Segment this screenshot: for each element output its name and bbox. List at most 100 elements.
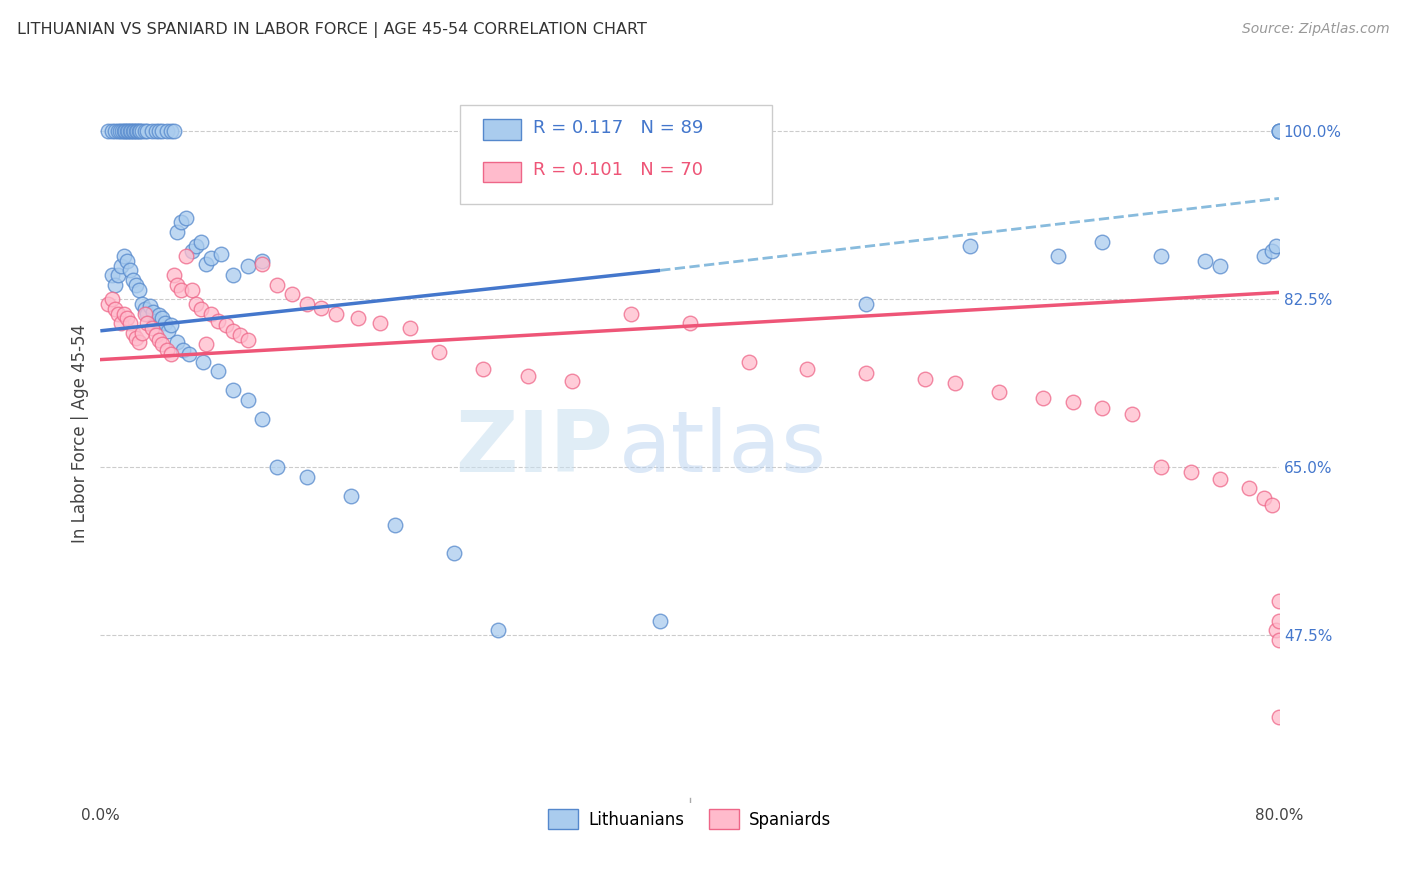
Text: atlas: atlas (619, 407, 827, 490)
Point (177, 347, 200, 361)
Point (295, 469, 318, 483)
Point (1239, 481, 1261, 495)
Point (134, 124, 156, 138)
Point (190, 235, 212, 249)
Point (1209, 472, 1232, 486)
Point (1265, 624, 1288, 638)
Point (190, 301, 212, 316)
Point (122, 124, 145, 138)
Point (160, 318, 183, 332)
Point (1268, 124, 1291, 138)
Point (620, 307, 643, 321)
Point (108, 124, 131, 138)
Point (486, 624, 509, 638)
Point (127, 124, 149, 138)
Point (236, 259, 259, 273)
Point (110, 316, 132, 330)
Point (516, 368, 538, 383)
Point (1046, 249, 1069, 263)
Point (107, 124, 129, 138)
Point (340, 489, 363, 503)
Point (347, 311, 370, 326)
Point (200, 251, 222, 265)
Point (145, 327, 167, 342)
Point (112, 124, 135, 138)
Point (134, 307, 156, 321)
Point (678, 316, 700, 330)
Point (207, 364, 229, 378)
Point (266, 460, 288, 475)
Point (101, 292, 124, 306)
Point (427, 345, 450, 359)
Point (1180, 465, 1202, 479)
Point (443, 546, 465, 560)
Point (129, 124, 152, 138)
Point (1268, 124, 1291, 138)
Point (180, 283, 202, 297)
Point (101, 268, 124, 282)
Point (209, 247, 232, 261)
Point (153, 316, 176, 330)
Point (1268, 709, 1291, 723)
Point (150, 311, 173, 326)
Point (184, 297, 207, 311)
Point (174, 211, 197, 225)
Point (1121, 407, 1143, 421)
Point (1253, 249, 1275, 263)
Point (311, 301, 333, 315)
Point (112, 249, 135, 263)
Point (252, 257, 274, 271)
Point (207, 314, 229, 328)
Point (236, 334, 259, 348)
Point (104, 124, 127, 138)
Point (148, 309, 170, 323)
Legend: Lithuanians, Spaniards: Lithuanians, Spaniards (541, 803, 838, 835)
Text: ZIP: ZIP (456, 407, 613, 490)
Point (1268, 594, 1291, 608)
Point (737, 354, 759, 368)
Point (214, 318, 236, 332)
Point (160, 347, 183, 361)
Point (97, 297, 120, 311)
Point (943, 376, 966, 390)
Point (325, 307, 347, 321)
Point (193, 354, 215, 368)
Point (1253, 491, 1275, 505)
Point (1265, 239, 1288, 253)
Point (128, 283, 150, 297)
Point (195, 257, 218, 271)
Point (1268, 632, 1291, 647)
Point (855, 297, 877, 311)
Point (110, 259, 132, 273)
Point (131, 124, 153, 138)
Point (1194, 253, 1216, 268)
Point (107, 307, 129, 321)
FancyBboxPatch shape (484, 161, 522, 182)
FancyBboxPatch shape (484, 120, 522, 140)
Point (141, 124, 163, 138)
Point (136, 307, 159, 321)
Point (125, 277, 148, 292)
Point (988, 385, 1011, 400)
Point (118, 316, 141, 330)
Point (222, 324, 245, 338)
Point (914, 372, 936, 386)
Point (156, 343, 179, 357)
Point (1091, 235, 1114, 249)
Point (1268, 614, 1291, 628)
Point (156, 124, 179, 138)
Point (200, 307, 222, 321)
Point (195, 337, 218, 351)
Point (796, 362, 818, 376)
Point (1150, 249, 1173, 263)
Point (855, 366, 877, 380)
Point (180, 244, 202, 259)
Point (166, 225, 188, 239)
Point (136, 124, 159, 138)
Point (252, 412, 274, 426)
Point (384, 517, 406, 532)
Point (125, 330, 148, 344)
Point (118, 263, 141, 277)
Point (115, 124, 138, 138)
Point (1150, 460, 1173, 475)
